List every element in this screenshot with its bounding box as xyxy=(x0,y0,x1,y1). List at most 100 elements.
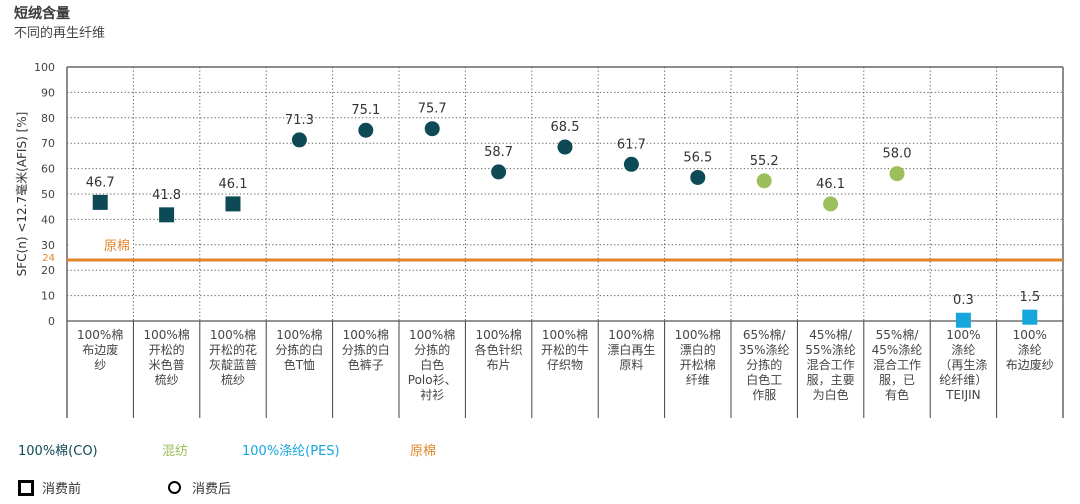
category-label: 100%棉布边废纱 xyxy=(77,328,123,372)
legend-polyester: 100%涤纶(PES) xyxy=(242,444,340,459)
category-label: 55%棉/45%涤纶混合工作服，已有色 xyxy=(872,328,923,402)
data-label: 55.2 xyxy=(750,154,779,169)
y-tick-label: 40 xyxy=(41,213,55,226)
data-label: 68.5 xyxy=(551,120,580,135)
data-label: 61.7 xyxy=(617,137,646,152)
category-label: 100%棉漂白的开松棉纤维 xyxy=(675,328,721,387)
data-point-circle xyxy=(358,122,374,138)
category-label-line: 衬衫 xyxy=(420,388,444,402)
category-label-line: 灰靛蓝普 xyxy=(209,358,257,372)
data-point-circle xyxy=(823,196,839,212)
category-label-line: 100%棉 xyxy=(210,328,256,342)
data-point-square xyxy=(159,207,175,223)
y-tick-label: 50 xyxy=(41,188,55,201)
data-point-square xyxy=(225,196,241,212)
data-point-circle xyxy=(623,156,639,172)
category-label-line: Polo衫、 xyxy=(408,373,457,387)
data-point-square xyxy=(955,312,971,328)
category-label: 100%涤纶（再生涤纶纤维） TEIJIN xyxy=(939,328,987,402)
category-label: 100%棉分拣的白色 Polo衫、衬衫 xyxy=(408,328,457,402)
category-label-line: 65%棉/ xyxy=(743,328,787,342)
category-label-line: 开松的 xyxy=(149,342,185,357)
category-label-line: 45%棉/ xyxy=(809,328,853,342)
category-label-line: 服，主要 xyxy=(807,373,855,387)
category-label-line: 色T恤 xyxy=(284,358,315,372)
category-label-line: 开松棉 xyxy=(680,358,716,372)
y-tick-label: 60 xyxy=(41,163,55,176)
category-label-line: 布边废 xyxy=(82,342,118,357)
y-tick-label: 80 xyxy=(41,112,55,125)
category-label-line: 100% xyxy=(946,328,980,342)
category-label-line: （再生涤 xyxy=(939,358,987,372)
data-point-circle xyxy=(756,173,772,189)
category-label-line: 纶纤维） xyxy=(939,373,987,387)
category-label-line: 100%棉 xyxy=(675,328,721,342)
reference-tick-label: 24 xyxy=(42,253,55,264)
category-label-line: 55%涤纶 xyxy=(805,343,856,357)
chart-title: 短绒含量 xyxy=(14,6,70,22)
data-point-circle xyxy=(889,166,905,182)
ref-label-bg xyxy=(69,236,133,255)
category-label-line: 100%棉 xyxy=(542,328,588,342)
y-tick-label: 100 xyxy=(34,61,55,74)
y-tick-label: 10 xyxy=(41,290,55,303)
data-label: 56.5 xyxy=(683,150,712,165)
data-point-circle xyxy=(690,169,706,185)
data-label: 71.3 xyxy=(285,113,314,128)
data-point-square xyxy=(92,194,108,210)
category-label: 100%棉各色针织布片 xyxy=(475,328,523,372)
category-label: 100%棉开松的花灰靛蓝普梳纱 xyxy=(209,328,257,387)
category-label-line: 100%棉 xyxy=(276,328,322,342)
data-point-circle xyxy=(491,164,507,180)
legend-post-consumer: 消费后 xyxy=(192,482,232,497)
legend-raw-cotton: 原棉 xyxy=(410,444,437,459)
category-label-line: 涤纶 xyxy=(951,343,975,357)
data-point-circle xyxy=(424,121,440,137)
data-label: 75.1 xyxy=(351,103,380,118)
category-label-line: 分拣的白 xyxy=(342,342,390,357)
data-label: 58.7 xyxy=(484,145,513,160)
category-label-line: 混合工作 xyxy=(807,357,855,372)
data-point-circle xyxy=(557,139,573,155)
category-label-line: 各色针织 xyxy=(475,342,523,357)
category-label-line: 100%棉 xyxy=(608,328,654,342)
category-label-line: 纤维 xyxy=(686,373,710,387)
category-label-line: 原料 xyxy=(619,358,643,372)
data-point-square xyxy=(1022,309,1038,325)
data-point-circle xyxy=(291,132,307,148)
category-label-line: TEIJIN xyxy=(945,388,981,402)
y-axis-label: SFC(n) <12.7毫米(AFIS) [%] xyxy=(14,112,29,277)
category-label-line: 开松的花 xyxy=(209,342,257,357)
y-tick-label: 0 xyxy=(48,315,55,328)
category-label-line: 分拣的 xyxy=(414,342,450,357)
circle-icon xyxy=(168,481,181,494)
category-label-line: 35%涤纶 xyxy=(739,343,790,357)
data-label: 1.5 xyxy=(1019,290,1040,305)
category-label-line: 梳纱 xyxy=(155,372,179,387)
category-label: 65%棉/35%涤纶分拣的白色工作服 xyxy=(739,328,790,402)
category-label-line: 涤纶 xyxy=(1018,343,1042,357)
category-label-line: 100%棉 xyxy=(77,328,123,342)
category-label-line: 白色 xyxy=(420,357,444,372)
y-tick-label: 70 xyxy=(41,137,55,150)
category-label-line: 布边废纱 xyxy=(1006,357,1054,372)
category-label: 100%涤纶布边废纱 xyxy=(1006,328,1054,372)
chart-subtitle: 不同的再生纤维 xyxy=(14,26,106,41)
legend-pre-consumer: 消费前 xyxy=(42,482,82,497)
category-label-line: 米色普 xyxy=(149,358,185,372)
category-label-line: 45%涤纶 xyxy=(872,343,923,357)
data-label: 58.0 xyxy=(883,147,912,162)
category-label-line: 开松的牛 xyxy=(541,342,589,357)
category-label: 45%棉/55%涤纶混合工作服，主要为白色 xyxy=(805,328,856,402)
category-label-line: 梳纱 xyxy=(221,372,245,387)
category-label-line: 100%棉 xyxy=(475,328,521,342)
category-label-line: 漂白的 xyxy=(680,342,716,357)
data-label: 46.7 xyxy=(86,175,115,190)
category-label-line: 混合工作 xyxy=(873,357,921,372)
y-tick-label: 20 xyxy=(41,264,55,277)
category-label: 100%棉漂白再生原料 xyxy=(607,328,655,372)
category-label-line: 漂白再生 xyxy=(607,342,655,357)
legend-cotton: 100%棉(CO) xyxy=(18,444,98,459)
category-label-line: 为白色 xyxy=(813,387,849,402)
